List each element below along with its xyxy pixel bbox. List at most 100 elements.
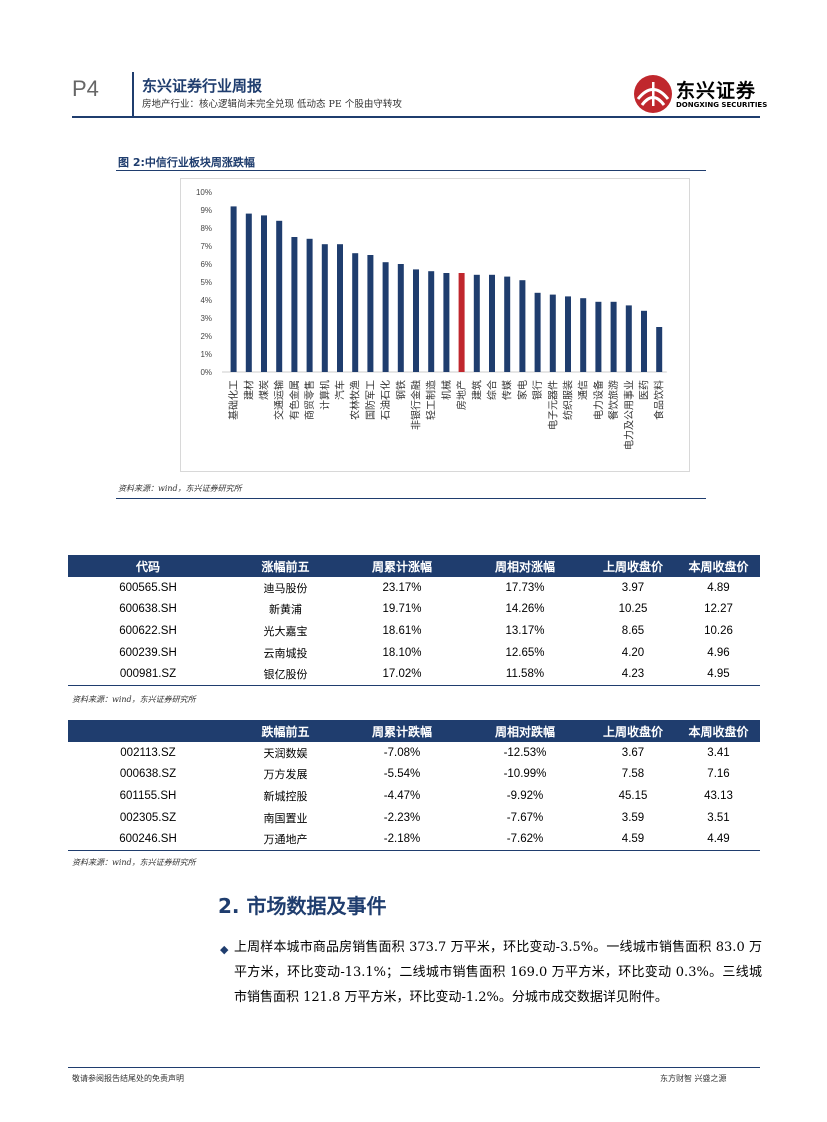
table-cell: 新城控股 bbox=[263, 789, 308, 803]
table-cell: 45.15 bbox=[618, 789, 648, 802]
bar bbox=[458, 273, 465, 372]
table-row: 600565.SH 迪马股份 23.17% 17.73% 3.97 4.89 bbox=[68, 577, 760, 599]
x-tick-label: 商贸零售 bbox=[303, 380, 316, 420]
table-cell: 002113.SZ bbox=[120, 746, 176, 759]
x-tick-label: 钢铁 bbox=[394, 380, 407, 400]
bar bbox=[276, 220, 283, 372]
table-row: 002305.SZ 南国置业 -2.23% -7.67% 3.59 3.51 bbox=[68, 807, 760, 829]
table-row: 002113.SZ 天润数娱 -7.08% -12.53% 3.67 3.41 bbox=[68, 742, 760, 764]
bar bbox=[230, 206, 237, 372]
x-tick-label: 房地产 bbox=[455, 380, 468, 410]
table-cell: 23.17% bbox=[382, 581, 422, 594]
x-tick-label: 电子元器件 bbox=[546, 380, 559, 430]
x-tick-label: 纺织服装 bbox=[562, 380, 575, 420]
x-tick-label: 机械 bbox=[440, 380, 453, 400]
table-row: 000981.SZ 银亿股份 17.02% 11.58% 4.23 4.95 bbox=[68, 663, 760, 686]
gainers-header-cell: 周相对涨幅 bbox=[461, 555, 589, 577]
table-cell: 银亿股份 bbox=[228, 663, 343, 686]
x-tick-label: 汽车 bbox=[334, 380, 347, 400]
table-cell: 4.89 bbox=[707, 581, 730, 594]
table-cell: 4.59 bbox=[589, 828, 677, 851]
y-tick-label: 8% bbox=[200, 224, 212, 233]
bar bbox=[337, 244, 343, 372]
gainers-header-cell: 上周收盘价 bbox=[589, 555, 677, 577]
table-cell: 7.16 bbox=[707, 768, 730, 781]
section-title: 2. 市场数据及事件 bbox=[218, 894, 387, 918]
bar bbox=[565, 296, 571, 372]
x-tick-label: 综合 bbox=[486, 380, 499, 400]
bar bbox=[321, 244, 328, 372]
bar bbox=[534, 292, 541, 372]
bar bbox=[413, 269, 419, 372]
bar bbox=[245, 213, 252, 372]
logo-text-en: DONGXING SECURITIES bbox=[676, 101, 768, 109]
table-cell: 002305.SZ bbox=[119, 811, 177, 824]
figure-bottom-rule bbox=[116, 498, 706, 499]
table-row: 600638.SH 新黄浦 19.71% 14.26% 10.25 12.27 bbox=[68, 599, 760, 621]
table-cell: -7.62% bbox=[461, 828, 589, 851]
table-cell: 3.67 bbox=[621, 746, 645, 759]
table-cell: 600239.SH bbox=[119, 646, 177, 659]
table-cell: 601155.SH bbox=[119, 789, 177, 802]
figure-top-rule bbox=[116, 170, 706, 171]
x-tick-label: 国防军工 bbox=[364, 380, 377, 420]
losers-table: 跌幅前五 周累计跌幅 周相对跌幅 上周收盘价 本周收盘价 002113.SZ 天润数娱 -7… bbox=[68, 720, 760, 851]
table-cell: -10.99% bbox=[503, 768, 547, 781]
table-cell: 000981.SZ bbox=[68, 663, 228, 686]
x-tick-label: 医药 bbox=[639, 380, 651, 400]
bar bbox=[261, 215, 267, 372]
bullet-diamond-icon: ◆ bbox=[220, 943, 229, 956]
bar bbox=[656, 327, 663, 372]
gainers-header-cell: 代码 bbox=[68, 555, 228, 577]
y-tick-label: 4% bbox=[200, 296, 212, 305]
x-tick-label: 电力及公用事业 bbox=[622, 380, 635, 450]
bar bbox=[473, 274, 480, 372]
y-tick-label: 10% bbox=[196, 188, 212, 197]
footer-disclaimer: 敬请参阅报告结尾处的免责声明 bbox=[72, 1074, 184, 1083]
table-cell: 4.49 bbox=[677, 828, 760, 851]
bar bbox=[595, 301, 602, 372]
figure-source: 资料来源：wind，东兴证券研究所 bbox=[118, 484, 242, 493]
table-cell: -2.18% bbox=[343, 828, 461, 851]
table-cell: 600565.SH bbox=[119, 581, 177, 594]
x-tick-label: 石油石化 bbox=[379, 380, 392, 420]
x-tick-label: 基础化工 bbox=[227, 380, 240, 420]
losers-header-cell: 本周收盘价 bbox=[677, 720, 760, 742]
table-row: 601155.SH 新城控股 -4.47% -9.92% 45.15 43.13 bbox=[68, 785, 760, 807]
table-cell: -2.23% bbox=[383, 811, 421, 824]
losers-header-row: 跌幅前五 周累计跌幅 周相对跌幅 上周收盘价 本周收盘价 bbox=[68, 720, 760, 742]
bar bbox=[352, 253, 359, 372]
x-tick-label: 轻工制造 bbox=[425, 380, 438, 420]
bar bbox=[382, 262, 389, 372]
table-cell: 18.61% bbox=[382, 624, 422, 637]
losers-header-cell: 上周收盘价 bbox=[589, 720, 677, 742]
table-cell: 10.26 bbox=[704, 624, 733, 637]
table-cell: 8.65 bbox=[621, 624, 645, 637]
table-row: 000638.SZ 万方发展 -5.54% -10.99% 7.58 7.16 bbox=[68, 764, 760, 786]
x-tick-label: 煤炭 bbox=[258, 380, 271, 400]
x-tick-label: 计算机 bbox=[318, 380, 331, 410]
bar bbox=[397, 264, 404, 372]
x-tick-label: 农林牧渔 bbox=[349, 380, 362, 420]
bar bbox=[580, 298, 587, 372]
table-cell: -7.08% bbox=[383, 746, 421, 759]
gainers-header-cell: 涨幅前五 bbox=[228, 555, 343, 577]
table-cell: 万方发展 bbox=[263, 768, 308, 782]
x-tick-label: 家电 bbox=[516, 380, 529, 400]
table-cell: 3.59 bbox=[621, 811, 645, 824]
table-row: 600246.SH 万通地产 -2.18% -7.62% 4.59 4.49 bbox=[68, 828, 760, 851]
table-cell: 7.58 bbox=[621, 768, 645, 781]
company-logo-icon bbox=[634, 75, 672, 113]
table-cell: 11.58% bbox=[461, 663, 589, 686]
x-tick-label: 餐饮旅游 bbox=[607, 380, 620, 420]
table-cell: 19.71% bbox=[382, 603, 422, 616]
y-tick-label: 7% bbox=[200, 242, 212, 251]
table-cell: 4.20 bbox=[621, 646, 645, 659]
table-cell: 600622.SH bbox=[119, 624, 177, 637]
table-cell: 新黄浦 bbox=[269, 603, 302, 617]
y-tick-label: 0% bbox=[200, 368, 212, 377]
x-tick-label: 通信 bbox=[578, 380, 590, 400]
y-tick-label: 2% bbox=[200, 332, 212, 341]
table-cell: 3.41 bbox=[707, 746, 730, 759]
table-cell: 12.27 bbox=[704, 603, 733, 616]
